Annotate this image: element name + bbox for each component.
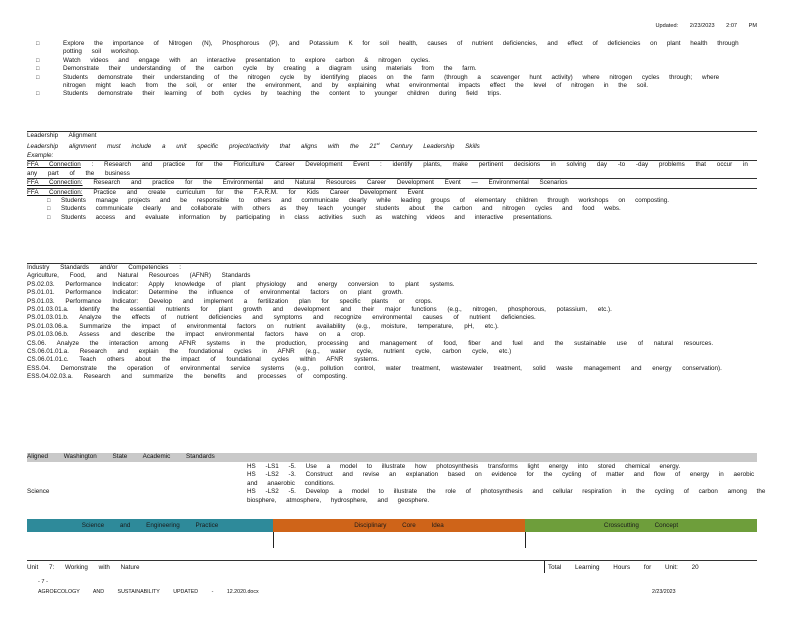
activity-text: Students demonstrate their learning of b… [63,90,502,98]
activity-text: Students demonstrate their understanding… [63,73,720,90]
practices-label: Science and Engineering Practice [81,522,219,529]
leadership-prompt-post: Century Leadership Skills [390,143,480,151]
science-row: Science HS -LS1 -5. Use a model to illus… [27,463,765,518]
science-standard: HS -LS2 -5. Develop a model to illustrat… [247,488,766,504]
bullet-icon: □ [36,57,40,64]
bullet-icon: □ [36,41,40,47]
leadership-prompt: Leadership alignment must include a unit… [27,140,757,152]
ffa-connection-3: FFA Connection: Practice and create curr… [27,187,757,197]
ffa-connection-1: FFA Connection : Research and practice f… [27,160,757,178]
industry-standard: PS.01.03.01.b. Analyze the effects of nu… [27,314,536,322]
unit-divider [27,560,757,561]
footer-document-name: AGROECOLOGY AND SUSTAINABILITY UPDATED -… [38,589,259,595]
updated-label: Updated: [655,23,679,29]
bullet-icon: □ [47,197,51,204]
ffa-connection-label: FFA Connection: [27,188,83,196]
science-standard: HS -LS2 -3. Construct and revise an expl… [247,471,755,487]
leadership-prompt-pre: Leadership alignment must include a unit… [27,143,377,151]
ffa-item-text: Students communicate clearly and collabo… [61,205,621,213]
crosscutting-label: Crosscutting Concept [603,522,679,529]
industry-standard: PS.01.03.06.b. Assess and describe the i… [27,331,366,339]
ffa-connection-label: FFA Connection: [27,179,83,187]
activity-item: □ Explore the importance of Nitrogen (N),… [36,40,748,57]
core-idea-header: Disciplinary Core Idea [273,519,525,532]
activity-item: □ Students demonstrate their understandin… [36,74,748,91]
industry-standard: ESS.04. Demonstrate the operation of env… [27,364,722,372]
ffa-connection-label: FFA Connection [27,161,81,169]
industry-standard: PS.01.03.06.a. Summarize the impact of e… [27,322,499,330]
updated-date: 2/23/2023 [689,23,715,29]
aligned-standards-bar: Aligned Washington State Academic Standa… [27,453,757,462]
unit-hours: Total Learning Hours for Unit: 20 [548,564,699,572]
core-idea-label: Disciplinary Core Idea [354,522,444,529]
aligned-standards-heading: Aligned Washington State Academic Standa… [27,453,215,460]
industry-standard: CS.06. Analyze the interaction among AFN… [27,339,714,347]
leadership-section: Leadership Alignment Leadership alignmen… [27,131,757,222]
activity-item: □ Watch videos and engage with an interac… [36,57,748,65]
ffa-item: □ Students communicate clearly and collab… [47,205,757,213]
updated-time: 2:07 PM [726,23,757,29]
ffa-item: □ Students manage projects and be respons… [47,197,757,205]
bullet-icon: □ [47,214,51,221]
science-label: Science [27,488,50,495]
industry-section: Industry Standards and/or Competencies :… [27,263,757,382]
industry-standard: CS.06.01.01.c. Teach others about the im… [27,356,379,364]
unit-title: Unit 7: Working with Nature [27,564,140,571]
activity-text: Explore the importance of Nitrogen (N), … [63,40,739,56]
industry-standard: PS.01.03. Performance Indicator: Develop… [27,297,433,305]
unit-separator [544,561,545,573]
industry-heading: Industry Standards and/or Competencies : [27,264,181,271]
ffa-connection-text: : Research and practice for the Floricul… [27,161,748,177]
ffa-item: □ Students access and evaluate informatio… [47,214,757,222]
activity-text: Watch videos and engage with an interact… [63,56,430,64]
activities-list: □ Explore the importance of Nitrogen (N),… [36,40,748,99]
industry-standard: ESS.04.02.03.a. Research and summarize t… [27,373,348,381]
bullet-icon: □ [36,91,40,98]
unit-hours-label: Total Learning Hours for Unit: [548,564,678,571]
crosscutting-header: Crosscutting Concept [525,519,757,532]
leadership-example-label: Example: [27,151,54,159]
industry-subheading: Agriculture, Food, and Natural Resources… [27,272,251,280]
column-divider [273,532,274,548]
leadership-prompt-sup: st [376,141,380,147]
industry-standard: PS.02.03. Performance Indicator: Apply k… [27,280,455,288]
ffa-item-text: Students manage projects and be responsi… [61,196,670,204]
updated-stamp: Updated: 2/23/2023 2:07 PM [655,22,757,30]
industry-standard: CS.06.01.01.a. Research and explain the … [27,348,512,356]
bullet-icon: □ [36,74,40,81]
activity-item: □ Students demonstrate their learning of … [36,90,748,98]
science-standard: HS -LS1 -5. Use a model to illustrate ho… [247,463,681,470]
unit-hours-value: 20 [691,564,699,571]
activity-item: □ Demonstrate their understanding of the … [36,65,748,73]
column-divider [525,532,526,548]
activity-text: Demonstrate their understanding of the c… [63,65,477,73]
bullet-icon: □ [36,66,40,73]
ffa-item-text: Students access and evaluate information… [61,213,553,221]
industry-standard: PS.01.01. Performance Indicator: Determi… [27,289,403,297]
science-standards: HS -LS1 -5. Use a model to illustrate ho… [247,463,767,505]
footer-date: 2/23/2023 [652,589,676,595]
ffa-connection-text: Research and practice for the Environmen… [93,179,568,187]
leadership-heading: Leadership Alignment [27,132,97,139]
industry-standard: PS.01.03.01.a. Identify the essential nu… [27,306,612,314]
ffa-connection-2: FFA Connection: Research and practice fo… [27,178,757,187]
practices-header: Science and Engineering Practice [27,519,273,532]
bullet-icon: □ [47,206,51,213]
page-number: - 7 - [38,579,48,585]
ffa-connection-text: Practice and create curriculum for the F… [93,188,424,196]
